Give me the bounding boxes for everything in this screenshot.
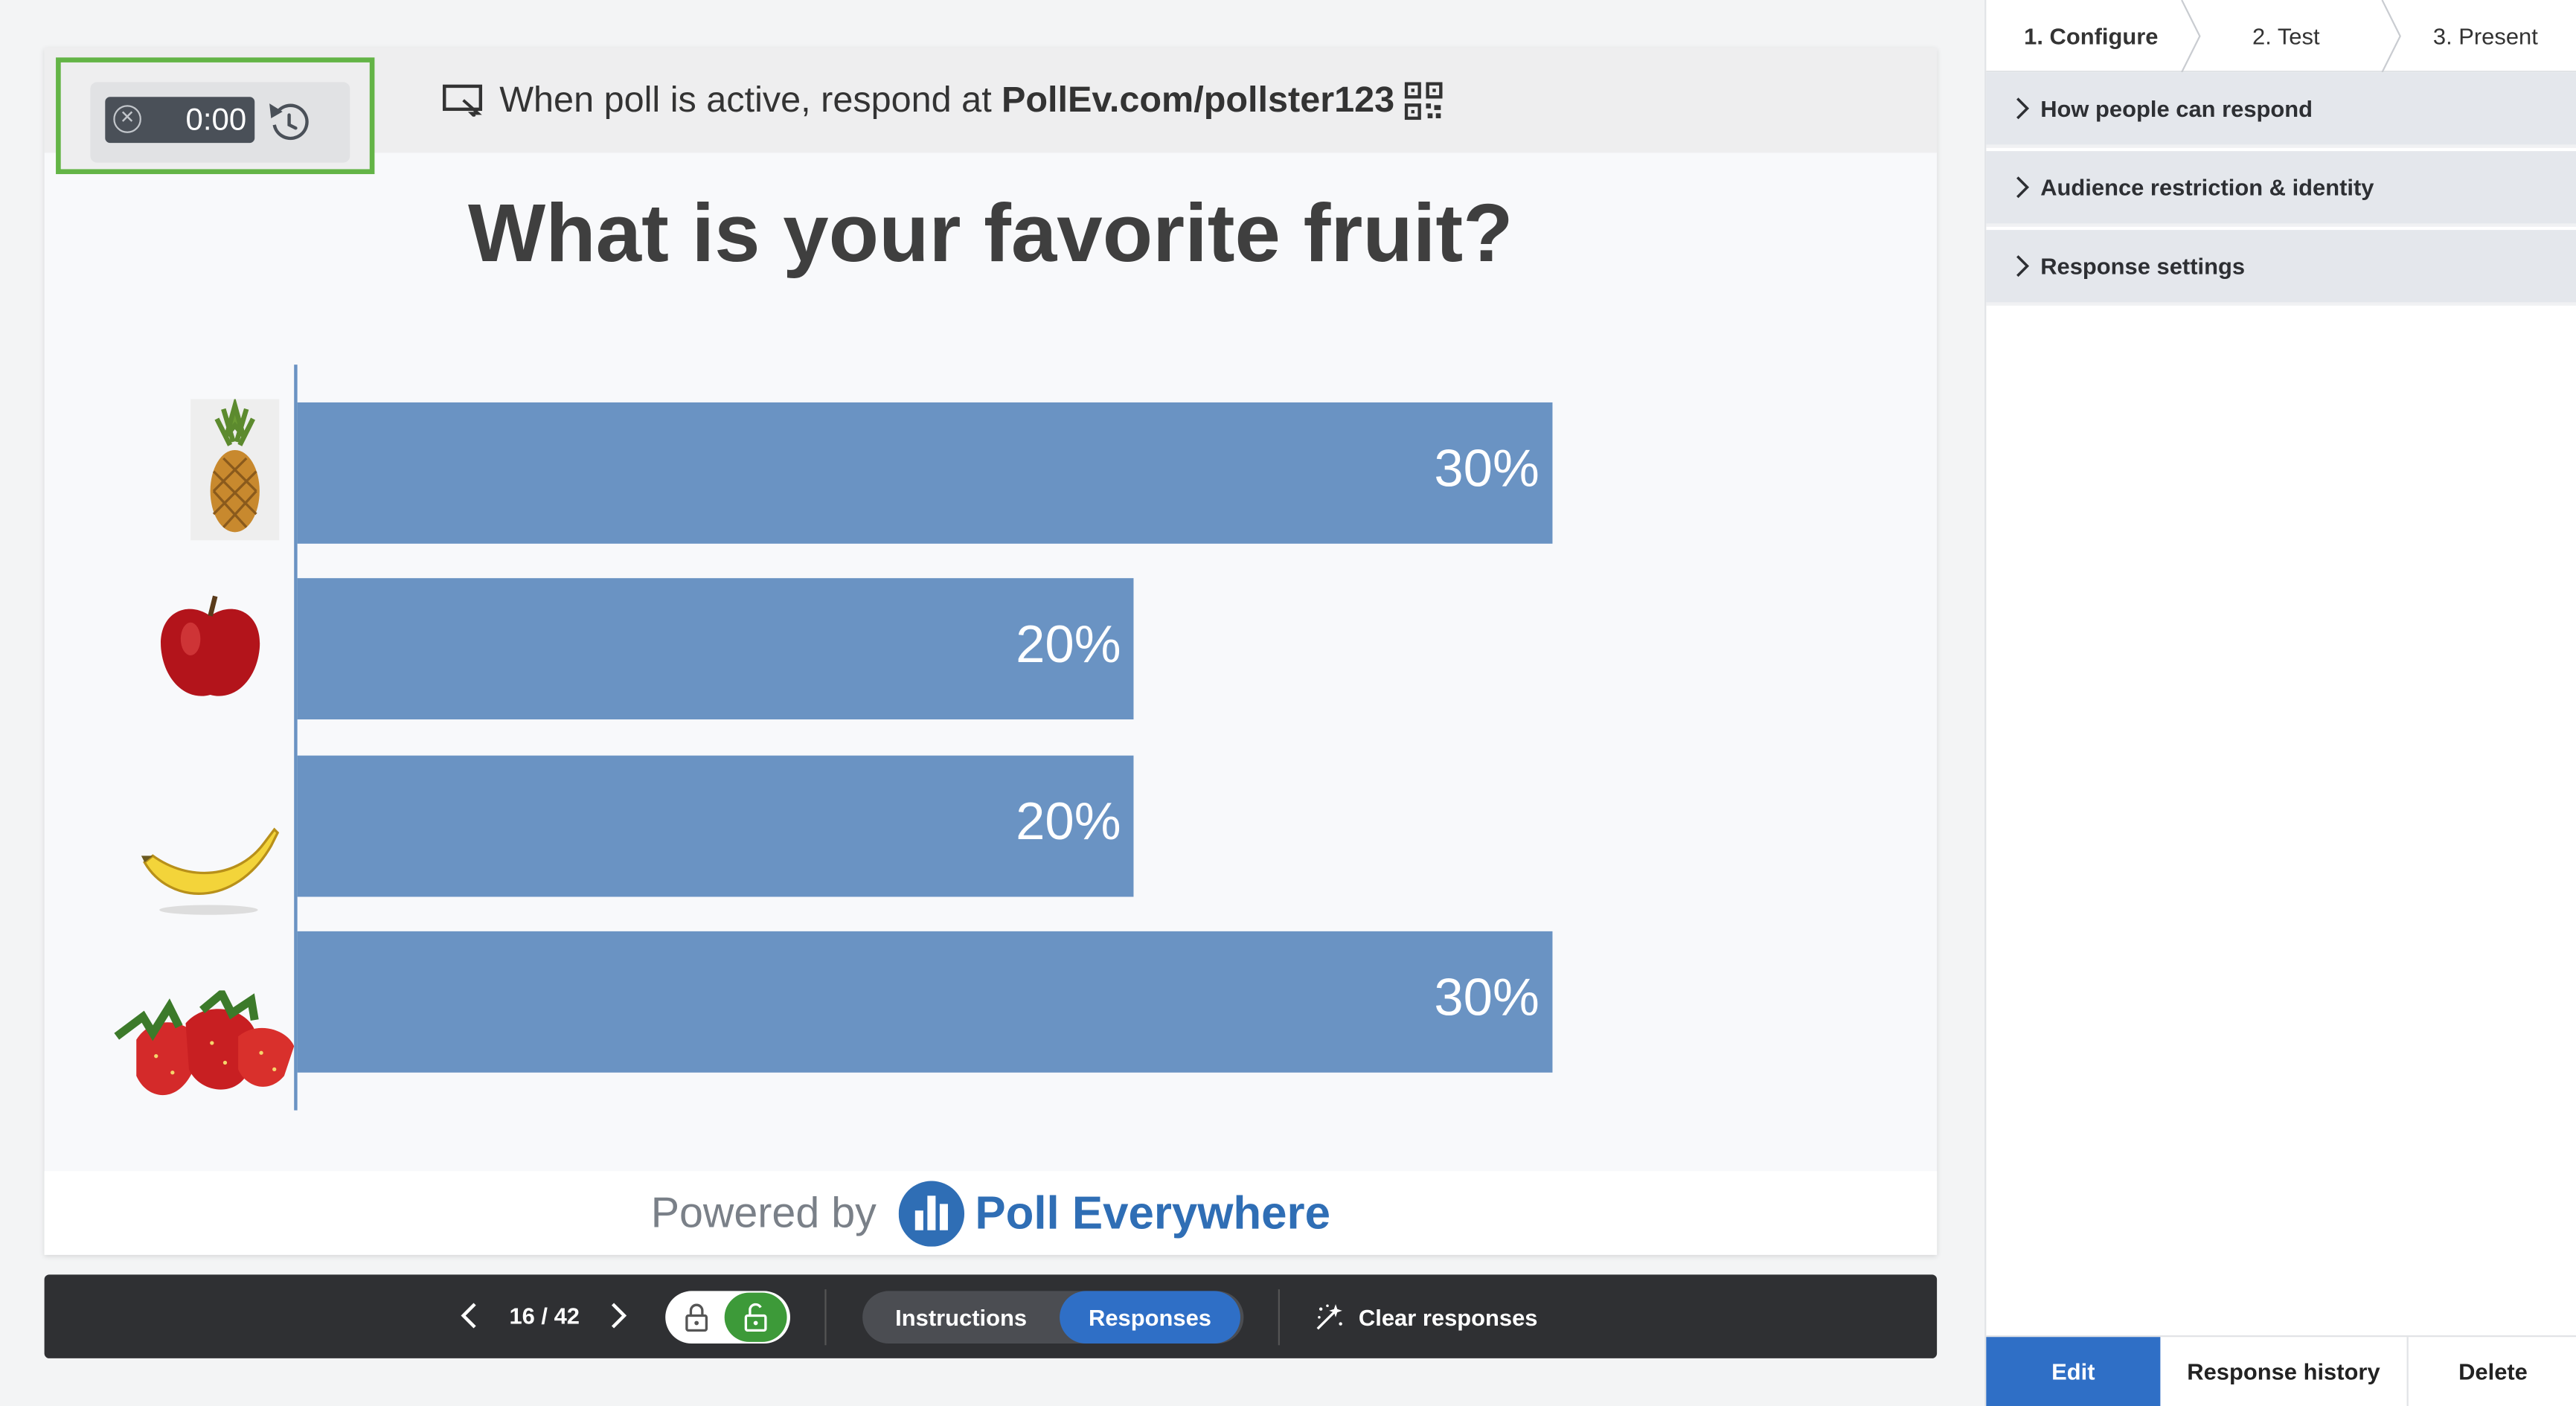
section-response-settings[interactable]: Response settings bbox=[1986, 230, 2576, 306]
timer-display[interactable]: ✕ 0:00 bbox=[105, 97, 255, 144]
respond-prefix: When poll is active, respond at bbox=[499, 78, 992, 121]
section-label: How people can respond bbox=[2040, 95, 2313, 122]
poll-everywhere-logo-icon bbox=[899, 1180, 966, 1246]
delete-button[interactable]: Delete bbox=[2458, 1358, 2528, 1385]
slide-header: ✕ 0:00 When po bbox=[44, 48, 1938, 175]
divider bbox=[2406, 1337, 2409, 1406]
expand-chevron-icon bbox=[2016, 255, 2030, 277]
divider bbox=[824, 1289, 827, 1346]
panel-actions: Edit Response history Delete bbox=[1986, 1335, 2576, 1406]
step-test[interactable]: 2. Test bbox=[2252, 22, 2320, 50]
pineapple-image bbox=[190, 399, 280, 541]
response-lock-toggle[interactable] bbox=[665, 1291, 790, 1344]
bar-apple: 20% bbox=[297, 578, 1135, 720]
results-bar-chart: 30% 20% 20% 30% bbox=[45, 360, 1938, 1132]
respond-instructions: When poll is active, respond at PollEv.c… bbox=[442, 74, 1443, 126]
edit-button[interactable]: Edit bbox=[1986, 1337, 2161, 1406]
poll-question-title: What is your favorite fruit? bbox=[468, 187, 1513, 280]
timer-highlight: ✕ 0:00 bbox=[56, 57, 375, 175]
divider bbox=[1278, 1289, 1280, 1346]
step-separator-icon bbox=[2381, 0, 2401, 73]
responses-tab[interactable]: Responses bbox=[1060, 1291, 1240, 1344]
step-configure[interactable]: 1. Configure bbox=[2024, 22, 2159, 50]
poll-slide: ✕ 0:00 When po bbox=[44, 48, 1938, 1255]
step-separator-icon bbox=[2181, 0, 2201, 73]
config-panel: 1. Configure 2. Test 3. Present How peop… bbox=[1984, 0, 2576, 1406]
presenter-control-bar: 16 / 42 bbox=[44, 1274, 1938, 1358]
respond-url: PollEv.com/pollster123 bbox=[1001, 78, 1395, 121]
bar-banana: 20% bbox=[297, 755, 1135, 897]
sparkle-clear-icon bbox=[1316, 1304, 1342, 1330]
lock-icon[interactable] bbox=[682, 1303, 711, 1332]
screen-icon bbox=[443, 84, 483, 117]
expand-chevron-icon bbox=[2016, 97, 2030, 120]
bar-pineapple: 30% bbox=[297, 402, 1553, 544]
clear-responses-button[interactable]: Clear responses bbox=[1313, 1299, 1537, 1335]
close-circle-icon[interactable]: ✕ bbox=[113, 105, 141, 133]
view-mode-toggle[interactable]: Instructions Responses bbox=[862, 1291, 1244, 1344]
chart-axis bbox=[294, 365, 298, 1111]
unlock-icon bbox=[744, 1303, 767, 1332]
section-label: Audience restriction & identity bbox=[2040, 174, 2374, 201]
bar-label-apple: 20% bbox=[1016, 614, 1121, 674]
poll-everywhere-brand: Poll Everywhere bbox=[975, 1187, 1331, 1238]
workflow-steps: 1. Configure 2. Test 3. Present bbox=[1986, 0, 2576, 73]
bar-label-banana: 20% bbox=[1016, 792, 1121, 851]
clear-responses-label: Clear responses bbox=[1358, 1304, 1538, 1331]
section-audience-restriction[interactable]: Audience restriction & identity bbox=[1986, 151, 2576, 227]
expand-chevron-icon bbox=[2016, 176, 2030, 199]
banana-image bbox=[141, 827, 280, 915]
bar-label-strawberry: 30% bbox=[1434, 967, 1539, 1027]
bar-label-pineapple: 30% bbox=[1434, 438, 1539, 498]
unlock-button[interactable] bbox=[724, 1292, 787, 1342]
chevron-right-icon[interactable] bbox=[603, 1301, 632, 1331]
slide-footer: Powered by Poll Everywhere bbox=[44, 1171, 1938, 1255]
step-present[interactable]: 3. Present bbox=[2432, 22, 2538, 50]
chevron-left-icon[interactable] bbox=[455, 1301, 485, 1331]
section-how-people-respond[interactable]: How people can respond bbox=[1986, 72, 2576, 148]
slide-page-indicator: 16 / 42 bbox=[509, 1302, 580, 1329]
restart-timer-icon[interactable] bbox=[264, 98, 313, 147]
apple-image bbox=[161, 595, 260, 696]
powered-by-text: Powered by bbox=[650, 1187, 877, 1237]
section-label: Response settings bbox=[2040, 253, 2246, 280]
strawberry-image bbox=[114, 990, 295, 1096]
timer-widget: ✕ 0:00 bbox=[90, 82, 350, 163]
qr-code-icon[interactable] bbox=[1404, 81, 1443, 120]
instructions-tab[interactable]: Instructions bbox=[895, 1304, 1028, 1331]
presentation-area: ✕ 0:00 When po bbox=[0, 0, 1985, 1406]
timer-value: 0:00 bbox=[185, 103, 247, 138]
bar-strawberry: 30% bbox=[297, 931, 1553, 1073]
response-history-button[interactable]: Response history bbox=[2187, 1358, 2380, 1385]
